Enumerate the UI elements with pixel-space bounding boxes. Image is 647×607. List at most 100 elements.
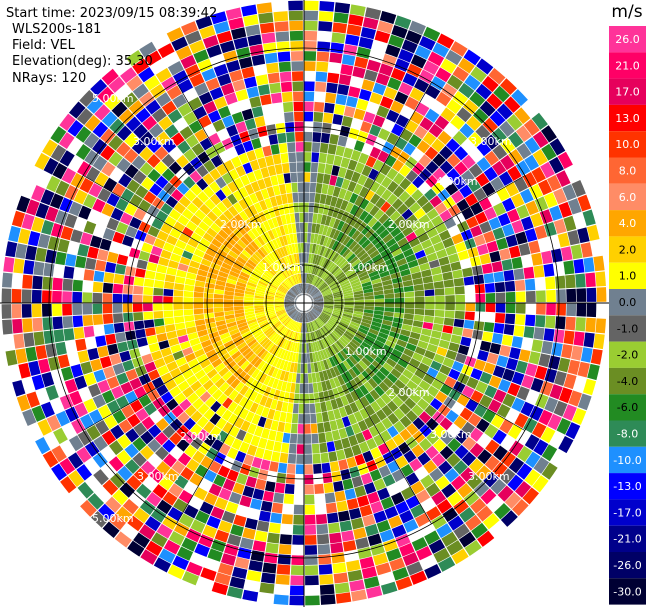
velocity-gate [153, 295, 163, 303]
velocity-gate [294, 121, 304, 132]
velocity-gate [429, 234, 442, 245]
velocity-gate [226, 374, 237, 386]
velocity-gate [217, 562, 234, 576]
velocity-gate [385, 438, 398, 451]
velocity-gate [374, 356, 386, 366]
velocity-gate [337, 166, 347, 178]
velocity-gate [239, 210, 249, 222]
velocity-gate [276, 311, 287, 317]
velocity-gate [521, 254, 533, 268]
velocity-gate [474, 211, 488, 225]
velocity-gate [199, 237, 211, 248]
velocity-gate [140, 131, 155, 146]
velocity-gate [308, 322, 312, 333]
velocity-gate [202, 379, 214, 391]
velocity-gate [553, 218, 567, 235]
velocity-gate [462, 328, 473, 338]
velocity-gate [236, 46, 251, 60]
velocity-gate [210, 222, 222, 234]
velocity-gate [209, 87, 224, 101]
velocity-gate [139, 91, 155, 107]
velocity-gate [335, 397, 344, 408]
velocity-gate [557, 357, 571, 373]
velocity-gate [265, 439, 275, 451]
velocity-gate [298, 192, 304, 203]
velocity-gate [237, 370, 247, 382]
velocity-gate [237, 278, 248, 285]
velocity-gate [235, 450, 247, 463]
velocity-gate [391, 123, 405, 137]
velocity-gate [264, 198, 273, 209]
velocity-gate [243, 207, 254, 219]
velocity-gate [161, 100, 177, 116]
velocity-gate [88, 409, 103, 424]
velocity-gate [234, 259, 245, 268]
velocity-gate [25, 245, 38, 261]
velocity-gate [263, 220, 271, 232]
velocity-gate [255, 478, 267, 491]
velocity-gate [183, 148, 197, 162]
velocity-gate [295, 222, 301, 233]
velocity-gate [390, 368, 402, 379]
velocity-gate [161, 76, 177, 92]
velocity-gate [264, 303, 274, 306]
velocity-gate [93, 369, 106, 383]
velocity-gate [95, 335, 107, 347]
velocity-gate [356, 98, 369, 111]
velocity-gate [361, 143, 373, 156]
velocity-gate [234, 143, 246, 156]
velocity-gate [330, 399, 339, 410]
velocity-gate [451, 402, 465, 415]
velocity-gate [278, 236, 286, 247]
velocity-gate [369, 347, 380, 356]
velocity-gate [306, 284, 310, 294]
velocity-gate [314, 101, 325, 113]
velocity-gate [292, 321, 297, 331]
velocity-gate [261, 338, 271, 348]
velocity-gate [288, 289, 297, 297]
velocity-gate [454, 241, 467, 253]
velocity-gate [262, 104, 274, 116]
velocity-gate [332, 229, 341, 240]
velocity-gate [493, 271, 505, 283]
velocity-gate [546, 303, 556, 316]
velocity-gate [146, 491, 162, 507]
velocity-gate [87, 209, 101, 224]
velocity-gate [394, 292, 405, 298]
velocity-gate [546, 174, 562, 192]
velocity-gate [395, 500, 410, 515]
velocity-gate [402, 552, 419, 567]
velocity-gate [404, 303, 415, 309]
velocity-gate [390, 100, 404, 114]
velocity-gate [343, 332, 353, 341]
velocity-gate [308, 294, 310, 297]
velocity-gate [109, 167, 124, 182]
velocity-gate [263, 209, 272, 220]
velocity-gate [233, 177, 244, 190]
velocity-gate [338, 188, 347, 200]
velocity-gate [318, 371, 325, 382]
velocity-gate [26, 391, 40, 408]
velocity-gate [266, 342, 275, 352]
velocity-gate [307, 322, 311, 333]
velocity-gate [294, 300, 297, 302]
velocity-gate [476, 505, 493, 522]
velocity-gate [82, 314, 94, 327]
velocity-gate [193, 291, 204, 298]
velocity-gate [540, 426, 556, 444]
velocity-gate [450, 41, 468, 57]
velocity-gate [496, 355, 509, 368]
velocity-gate [344, 488, 357, 500]
velocity-gate [302, 293, 303, 296]
velocity-gate [541, 462, 558, 480]
velocity-gate [67, 352, 80, 366]
velocity-gate [346, 498, 359, 510]
velocity-gate [238, 198, 249, 210]
velocity-gate [313, 233, 319, 244]
velocity-gate [372, 552, 389, 566]
velocity-gate [521, 100, 539, 118]
velocity-gate [443, 396, 456, 409]
velocity-gate [294, 285, 300, 295]
velocity-gate [47, 236, 60, 251]
velocity-gate [193, 105, 207, 120]
